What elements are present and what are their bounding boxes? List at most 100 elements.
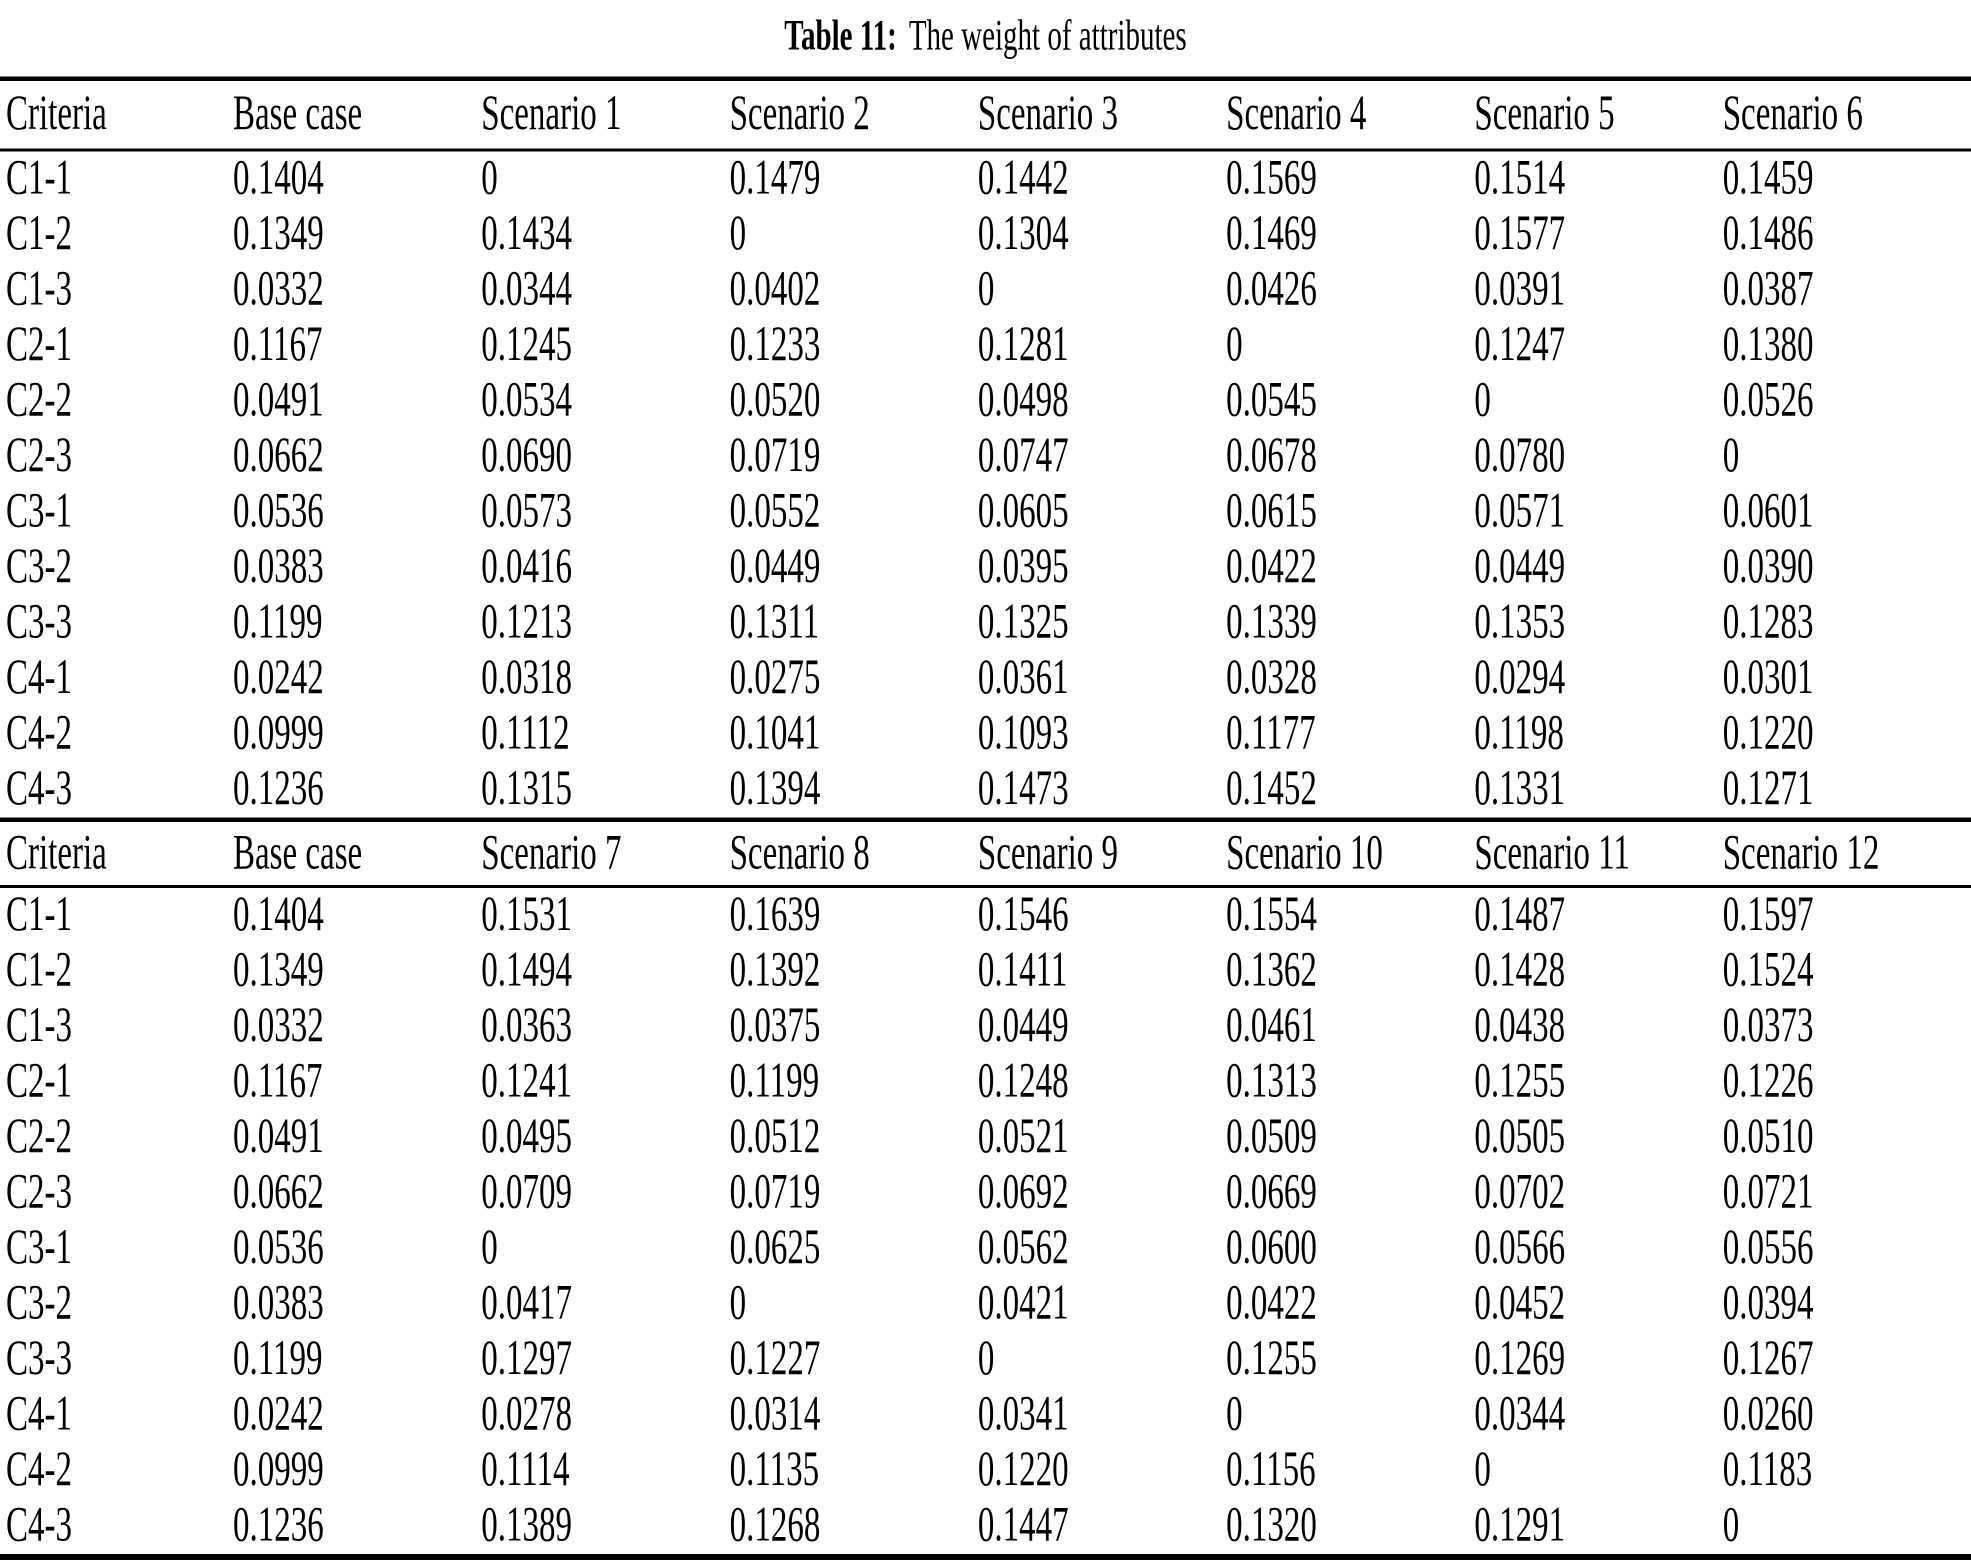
weight-value: 0.1389 xyxy=(481,1499,729,1558)
weight-value: 0.1114 xyxy=(481,1443,729,1499)
weight-value: 0.1156 xyxy=(1226,1443,1474,1499)
weight-value: 0.0747 xyxy=(978,429,1226,485)
weight-value: 0.1255 xyxy=(1474,1055,1722,1111)
weight-value: 0.0394 xyxy=(1723,1277,1971,1333)
weight-value: 0.0669 xyxy=(1226,1166,1474,1222)
table-number-label: Table 11: xyxy=(784,12,897,60)
weight-value: 0 xyxy=(481,1221,729,1277)
weight-value: 0.1597 xyxy=(1723,887,1971,944)
weight-value: 0.1198 xyxy=(1474,707,1722,763)
weight-value: 0.0526 xyxy=(1723,374,1971,430)
weight-value: 0.1267 xyxy=(1723,1332,1971,1388)
weight-value: 0.0505 xyxy=(1474,1110,1722,1166)
weight-value: 0.0495 xyxy=(481,1110,729,1166)
weight-value: 0.0999 xyxy=(233,707,481,763)
weight-value: 0.0344 xyxy=(481,263,729,319)
weight-value: 0.0363 xyxy=(481,999,729,1055)
row-criteria: C2-2 xyxy=(0,1110,233,1166)
row-criteria: C2-3 xyxy=(0,1166,233,1222)
weight-value: 0.0536 xyxy=(233,1221,481,1277)
weight-value: 0.1236 xyxy=(233,1499,481,1558)
weight-value: 0.1404 xyxy=(233,150,481,207)
weight-value: 0.0390 xyxy=(1723,540,1971,596)
row-criteria: C4-1 xyxy=(0,1388,233,1444)
weight-value: 0.1291 xyxy=(1474,1499,1722,1558)
weight-value: 0.1411 xyxy=(978,944,1226,1000)
weight-value: 0.0422 xyxy=(1226,1277,1474,1333)
scenario-column-header: Scenario 8 xyxy=(730,820,978,887)
weight-value: 0.1362 xyxy=(1226,944,1474,1000)
weight-value: 0.0600 xyxy=(1226,1221,1474,1277)
weight-value: 0.1227 xyxy=(730,1332,978,1388)
weight-value: 0.0314 xyxy=(730,1388,978,1444)
weight-value: 0.1304 xyxy=(978,207,1226,263)
weight-value: 0.0719 xyxy=(730,429,978,485)
weight-value: 0.0361 xyxy=(978,651,1226,707)
weight-value: 0.1325 xyxy=(978,596,1226,652)
row-criteria: C1-3 xyxy=(0,263,233,319)
scenario-column-header: Scenario 3 xyxy=(978,79,1226,150)
weight-value: 0.0780 xyxy=(1474,429,1722,485)
weight-value: 0.1546 xyxy=(978,887,1226,944)
row-criteria: C3-3 xyxy=(0,596,233,652)
scenario-column-header: Base case xyxy=(233,79,481,150)
weight-value: 0 xyxy=(481,150,729,207)
weight-value: 0 xyxy=(730,207,978,263)
weight-value: 0.1177 xyxy=(1226,707,1474,763)
scenario-column-header: Scenario 1 xyxy=(481,79,729,150)
weight-value: 0.1554 xyxy=(1226,887,1474,944)
table-caption: Table 11:The weight of attributes xyxy=(0,0,1971,77)
weight-value: 0.0341 xyxy=(978,1388,1226,1444)
weight-value: 0.0692 xyxy=(978,1166,1226,1222)
weight-value: 0 xyxy=(730,1277,978,1333)
weight-value: 0.1442 xyxy=(978,150,1226,207)
row-criteria: C4-2 xyxy=(0,1443,233,1499)
row-criteria: C3-2 xyxy=(0,1277,233,1333)
weight-value: 0.1452 xyxy=(1226,762,1474,820)
weight-value: 0.0509 xyxy=(1226,1110,1474,1166)
weight-value: 0.1245 xyxy=(481,318,729,374)
weight-value: 0.0510 xyxy=(1723,1110,1971,1166)
weight-value: 0.0278 xyxy=(481,1388,729,1444)
weight-value: 0.1434 xyxy=(481,207,729,263)
weight-value: 0.0721 xyxy=(1723,1166,1971,1222)
weight-value: 0.1297 xyxy=(481,1332,729,1388)
scenario-column-header: Base case xyxy=(233,820,481,887)
weight-value: 0.0438 xyxy=(1474,999,1722,1055)
weight-value: 0.0449 xyxy=(730,540,978,596)
weight-value: 0.1349 xyxy=(233,207,481,263)
weight-value: 0.0391 xyxy=(1474,263,1722,319)
weight-value: 0 xyxy=(1723,429,1971,485)
weight-value: 0.0275 xyxy=(730,651,978,707)
weight-value: 0.0375 xyxy=(730,999,978,1055)
weight-value: 0.1404 xyxy=(233,887,481,944)
weight-value: 0.1167 xyxy=(233,1055,481,1111)
weight-value: 0.0601 xyxy=(1723,485,1971,541)
row-criteria: C2-2 xyxy=(0,374,233,430)
weight-value: 0.1315 xyxy=(481,762,729,820)
criteria-column-header: Criteria xyxy=(0,820,233,887)
row-criteria: C4-2 xyxy=(0,707,233,763)
row-criteria: C3-3 xyxy=(0,1332,233,1388)
weight-value: 0.0417 xyxy=(481,1277,729,1333)
weight-value: 0.1320 xyxy=(1226,1499,1474,1558)
row-criteria: C2-3 xyxy=(0,429,233,485)
scenario-column-header: Scenario 7 xyxy=(481,820,729,887)
weight-value: 0.0662 xyxy=(233,1166,481,1222)
weight-value: 0.0449 xyxy=(1474,540,1722,596)
weight-value: 0.1233 xyxy=(730,318,978,374)
criteria-column-header: Criteria xyxy=(0,79,233,150)
weight-value: 0.1093 xyxy=(978,707,1226,763)
weight-value: 0.0294 xyxy=(1474,651,1722,707)
